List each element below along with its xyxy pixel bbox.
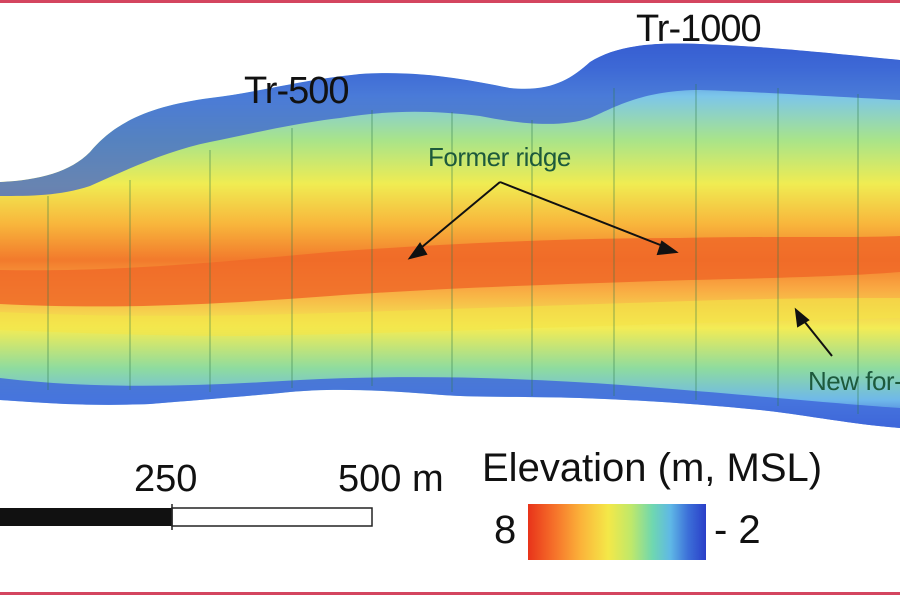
scale-mid-label: 250 bbox=[134, 458, 198, 500]
transect-lines bbox=[47, 84, 859, 414]
legend-min-label: - 2 bbox=[714, 508, 761, 552]
legend-color-ramp bbox=[528, 504, 706, 560]
transect-label-tr1000: Tr-1000 bbox=[636, 8, 762, 50]
former-ridge-label: Former ridge bbox=[428, 142, 571, 172]
dune-body bbox=[0, 43, 900, 429]
new-foredune-label: New for- bbox=[808, 366, 900, 396]
top-frame-line bbox=[0, 0, 900, 3]
bottom-frame-line bbox=[0, 592, 900, 595]
legend-max-label: 8 bbox=[494, 508, 517, 552]
legend-title: Elevation (m, MSL) bbox=[482, 446, 823, 490]
annotation-arrows bbox=[407, 181, 833, 357]
scale-end-label: 500 m bbox=[338, 458, 444, 500]
scale-bar bbox=[0, 504, 373, 530]
transect-label-tr500: Tr-500 bbox=[244, 70, 350, 112]
